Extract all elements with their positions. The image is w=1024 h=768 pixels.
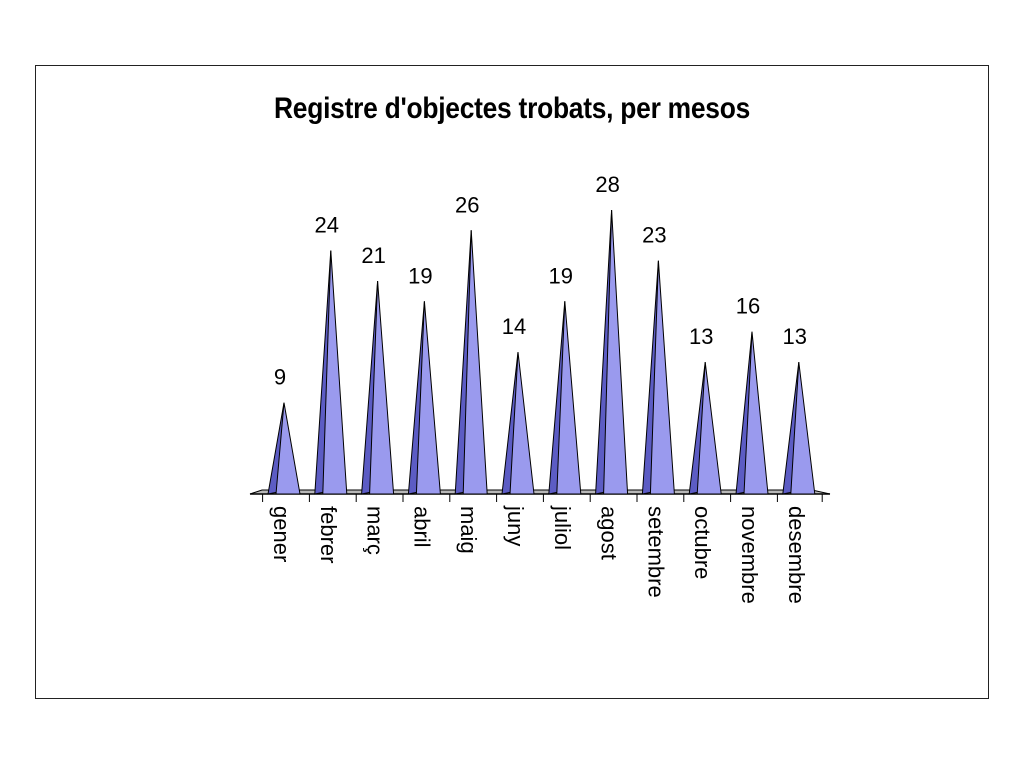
category-label-abril: abril [409,506,434,548]
category-label-maig: maig [456,506,481,554]
category-label-agost: agost [597,506,622,560]
value-label-novembre: 16 [736,294,760,319]
cone-front-face [415,301,441,495]
cone-front-face [743,331,769,495]
value-label-octubre: 13 [689,324,713,349]
cone-bar-març [361,280,395,495]
cone-front-face [649,260,675,495]
cone-front-face [790,362,816,495]
cone-bar-abril [407,301,441,495]
cone-bar-juny [501,351,535,495]
value-label-abril: 19 [408,263,432,288]
chart-category-labels: gener febrer març abril maig juny juliol agost s… [269,505,809,604]
cone-front-face [696,362,722,495]
category-label-febrer: febrer [316,506,341,563]
cone-bar-desembre [782,362,816,495]
cone-front-face [322,250,348,495]
cone-bar-febrer [314,250,348,495]
cone-front-face [603,209,629,495]
cone-bar-setembre [641,260,675,495]
value-label-desembre: 13 [783,324,807,349]
value-label-gener: 9 [274,365,286,390]
cone-front-face [462,230,488,495]
cone-bar-gener [267,402,301,495]
category-label-juliol: juliol [550,505,575,550]
cone-front-face [369,280,395,495]
value-label-juliol: 19 [549,263,573,288]
chart-value-labels: 9 24 21 19 26 14 19 28 23 13 16 13 [274,172,807,390]
value-label-agost: 28 [595,172,619,197]
cone-bar-maig [454,230,488,495]
category-label-juny: juny [503,505,528,546]
cone-bar-octubre [688,362,722,495]
value-label-juny: 14 [502,314,526,339]
cone-bar-novembre [735,331,769,495]
chart-frame [35,65,989,699]
value-label-setembre: 23 [642,223,666,248]
category-label-octubre: octubre [690,506,715,579]
value-label-maig: 26 [455,192,479,217]
category-label-març: març [363,506,388,555]
cone-front-face [275,402,301,495]
cone-bar-juliol [548,301,582,495]
category-label-setembre: setembre [643,506,668,598]
cone-bar-agost [595,209,629,495]
category-label-desembre: desembre [784,506,809,604]
category-label-gener: gener [269,506,294,562]
cone-front-face [509,351,535,495]
chart-cones [267,209,816,495]
cone-front-face [556,301,582,495]
value-label-març: 21 [361,243,385,268]
chart-title: Registre d'objectes trobats, per mesos [274,92,750,125]
value-label-febrer: 24 [315,213,339,238]
category-label-novembre: novembre [737,506,762,604]
